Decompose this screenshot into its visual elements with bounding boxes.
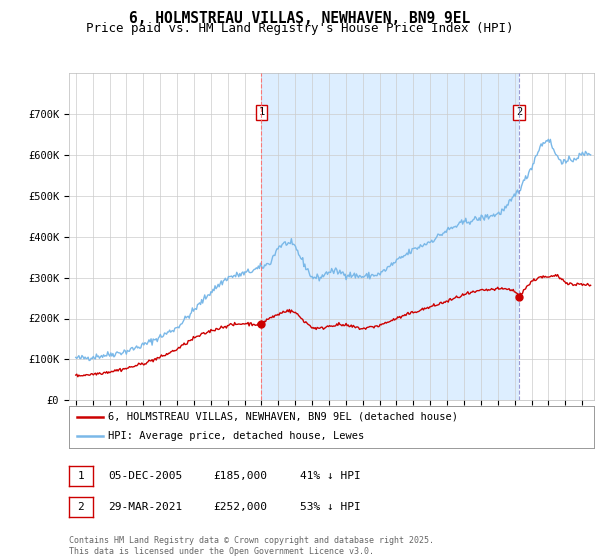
Text: 41% ↓ HPI: 41% ↓ HPI bbox=[300, 471, 361, 481]
Text: £252,000: £252,000 bbox=[213, 502, 267, 512]
Text: 53% ↓ HPI: 53% ↓ HPI bbox=[300, 502, 361, 512]
Text: 6, HOLMSTREAU VILLAS, NEWHAVEN, BN9 9EL: 6, HOLMSTREAU VILLAS, NEWHAVEN, BN9 9EL bbox=[130, 11, 470, 26]
Text: 6, HOLMSTREAU VILLAS, NEWHAVEN, BN9 9EL (detached house): 6, HOLMSTREAU VILLAS, NEWHAVEN, BN9 9EL … bbox=[109, 412, 458, 422]
Text: 29-MAR-2021: 29-MAR-2021 bbox=[108, 502, 182, 512]
Text: HPI: Average price, detached house, Lewes: HPI: Average price, detached house, Lewe… bbox=[109, 431, 365, 441]
Text: Contains HM Land Registry data © Crown copyright and database right 2025.
This d: Contains HM Land Registry data © Crown c… bbox=[69, 536, 434, 556]
Text: £185,000: £185,000 bbox=[213, 471, 267, 481]
Text: 2: 2 bbox=[516, 107, 522, 117]
Text: Price paid vs. HM Land Registry's House Price Index (HPI): Price paid vs. HM Land Registry's House … bbox=[86, 22, 514, 35]
Text: 1: 1 bbox=[77, 471, 85, 481]
Bar bbox=[262, 73, 519, 400]
Text: 1: 1 bbox=[259, 107, 265, 117]
Text: 05-DEC-2005: 05-DEC-2005 bbox=[108, 471, 182, 481]
Text: 2: 2 bbox=[77, 502, 85, 512]
